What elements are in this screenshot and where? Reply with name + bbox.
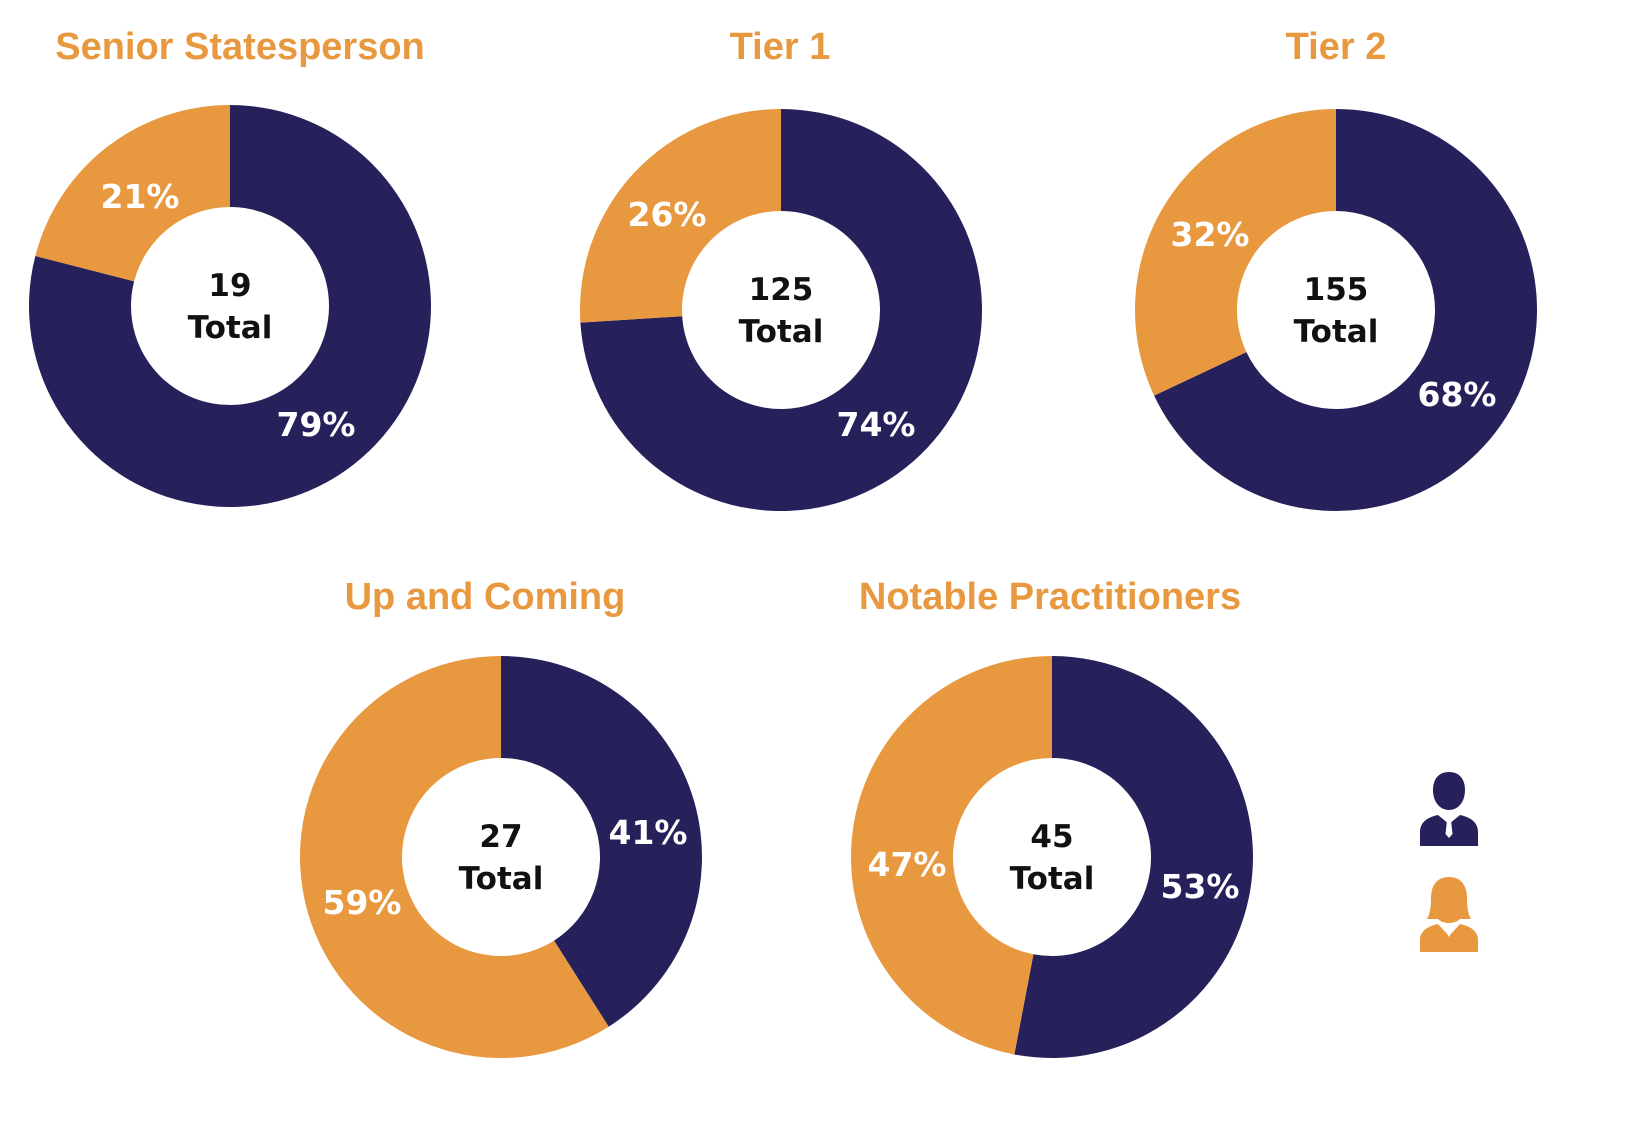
total-count-up-and-coming: 27 — [479, 819, 522, 855]
slice-label-senior-statesperson-female: 21% — [101, 177, 180, 216]
slice-label-tier-2-female: 32% — [1171, 215, 1250, 254]
total-label-tier-2: Total — [1294, 314, 1379, 350]
total-count-tier-2: 155 — [1304, 272, 1369, 308]
chart-title-tier-2: Tier 2 — [1285, 26, 1387, 68]
donut-slice-tier-2-male — [1154, 109, 1537, 511]
slice-label-tier-1-female: 26% — [628, 195, 707, 234]
donut-slice-senior-statesperson-male — [29, 105, 431, 507]
slice-label-notable-practitioners-female: 47% — [868, 845, 947, 884]
donut-slice-notable-practitioners-female — [851, 656, 1052, 1055]
total-count-tier-1: 125 — [749, 272, 814, 308]
chart-title-notable-practitioners: Notable Practitioners — [858, 576, 1242, 618]
total-label-notable-practitioners: Total — [1010, 861, 1095, 897]
total-label-senior-statesperson: Total — [188, 310, 273, 346]
donut-slice-tier-1-female — [579, 109, 781, 323]
chart-title-senior-statesperson: Senior Statesperson — [55, 26, 425, 68]
total-label-up-and-coming: Total — [459, 861, 544, 897]
male-person-icon — [1420, 772, 1478, 846]
slice-label-tier-2-male: 68% — [1418, 375, 1497, 414]
female-person-icon — [1420, 877, 1478, 952]
total-label-tier-1: Total — [739, 314, 824, 350]
donut-slice-senior-statesperson-female — [35, 104, 230, 282]
slice-label-notable-practitioners-male: 53% — [1161, 867, 1240, 906]
total-count-notable-practitioners: 45 — [1030, 819, 1073, 855]
donut-slice-tier-2-female — [1135, 109, 1336, 396]
donut-slice-up-and-coming-male — [501, 656, 703, 1027]
slice-label-senior-statesperson-male: 79% — [277, 405, 356, 444]
slice-label-tier-1-male: 74% — [837, 405, 916, 444]
donut-slice-tier-1-male — [580, 109, 982, 512]
chart-title-tier-1: Tier 1 — [729, 26, 831, 68]
donut-slice-up-and-coming-female — [300, 656, 609, 1058]
donut-slice-notable-practitioners-male — [1014, 655, 1254, 1058]
chart-title-up-and-coming: Up and Coming — [344, 576, 626, 618]
slice-label-up-and-coming-male: 41% — [609, 813, 688, 852]
slice-label-up-and-coming-female: 59% — [323, 883, 402, 922]
total-count-senior-statesperson: 19 — [208, 268, 251, 304]
